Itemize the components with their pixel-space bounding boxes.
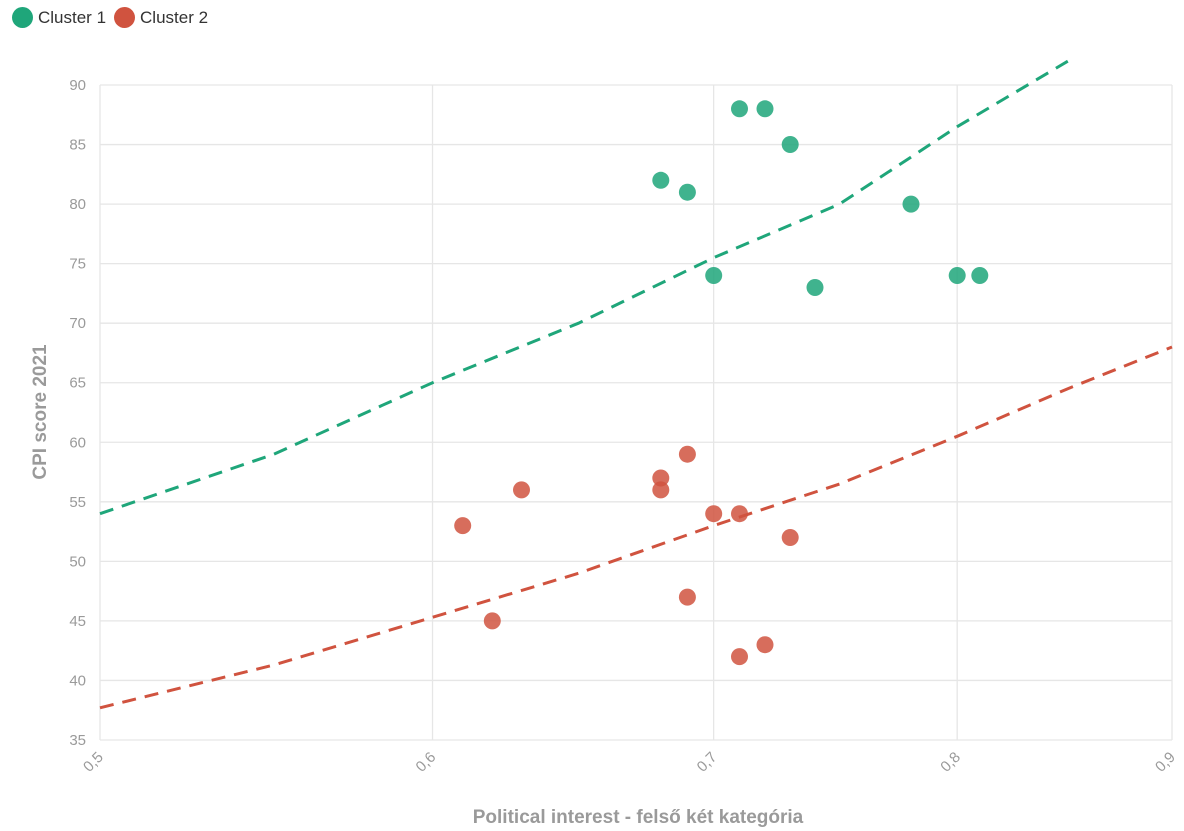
data-point-cluster-2[interactable] <box>454 517 472 535</box>
data-point-cluster-2[interactable] <box>513 481 530 499</box>
data-point-cluster-1[interactable] <box>678 183 696 201</box>
legend-swatch-cluster-1 <box>12 7 33 28</box>
legend-label-cluster-1: Cluster 1 <box>38 7 107 27</box>
data-point-cluster-2[interactable] <box>652 469 670 487</box>
y-tick-label: 70 <box>69 315 86 332</box>
data-point-cluster-1[interactable] <box>652 171 670 189</box>
data-point-cluster-2[interactable] <box>781 529 799 546</box>
y-tick-label: 55 <box>69 494 86 511</box>
data-point-cluster-2[interactable] <box>678 445 696 463</box>
data-point-cluster-2[interactable] <box>483 612 501 630</box>
data-point-cluster-2[interactable] <box>678 588 696 606</box>
y-tick-label: 50 <box>69 553 86 570</box>
x-axis-title: Political interest - felső két kategória <box>473 807 804 828</box>
y-tick-label: 45 <box>69 613 86 630</box>
y-axis-ticks: 35 40 45 50 55 60 65 70 75 80 85 90 <box>69 77 86 749</box>
data-point-cluster-1[interactable] <box>971 267 989 284</box>
legend-item-cluster-1[interactable]: Cluster 1 <box>12 7 106 28</box>
data-point-cluster-1[interactable] <box>756 100 774 118</box>
x-tick-label: 0,6 <box>413 749 440 776</box>
y-tick-label: 75 <box>69 256 86 273</box>
x-tick-label: 0,7 <box>694 749 721 776</box>
data-point-cluster-1[interactable] <box>781 136 799 153</box>
legend-label-cluster-2: Cluster 2 <box>140 7 209 27</box>
x-tick-label: 0,5 <box>80 749 107 776</box>
y-tick-label: 90 <box>69 77 86 94</box>
data-point-cluster-2[interactable] <box>731 648 748 666</box>
y-tick-label: 60 <box>69 434 86 451</box>
trendline-cluster-2 <box>99 345 1173 710</box>
y-tick-label: 35 <box>69 732 86 749</box>
data-point-cluster-2[interactable] <box>731 505 748 523</box>
data-point-cluster-1[interactable] <box>731 100 748 118</box>
trendlines <box>99 59 1173 710</box>
x-axis-ticks: 0,5 0,6 0,7 0,8 0,9 <box>80 749 1179 776</box>
legend: Cluster 1 Cluster 2 <box>12 7 208 28</box>
data-point-cluster-2[interactable] <box>705 505 723 523</box>
x-tick-label: 0,8 <box>937 749 964 776</box>
trendline-cluster-1 <box>99 59 1069 516</box>
data-point-cluster-1[interactable] <box>806 279 824 296</box>
y-axis-title: CPI score 2021 <box>30 344 51 480</box>
data-points <box>454 100 989 666</box>
y-tick-label: 80 <box>69 196 86 213</box>
data-point-cluster-2[interactable] <box>652 481 670 499</box>
legend-swatch-cluster-2 <box>114 7 136 28</box>
data-point-cluster-2[interactable] <box>756 636 774 654</box>
x-tick-label: 0,9 <box>1152 749 1179 776</box>
y-tick-label: 85 <box>69 137 86 154</box>
y-tick-label: 65 <box>69 375 86 392</box>
data-point-cluster-1[interactable] <box>902 195 920 213</box>
legend-item-cluster-2[interactable]: Cluster 2 <box>114 7 208 28</box>
y-tick-label: 40 <box>69 672 86 689</box>
grid <box>99 84 1173 741</box>
data-point-cluster-1[interactable] <box>948 267 966 284</box>
data-point-cluster-1[interactable] <box>705 267 723 284</box>
